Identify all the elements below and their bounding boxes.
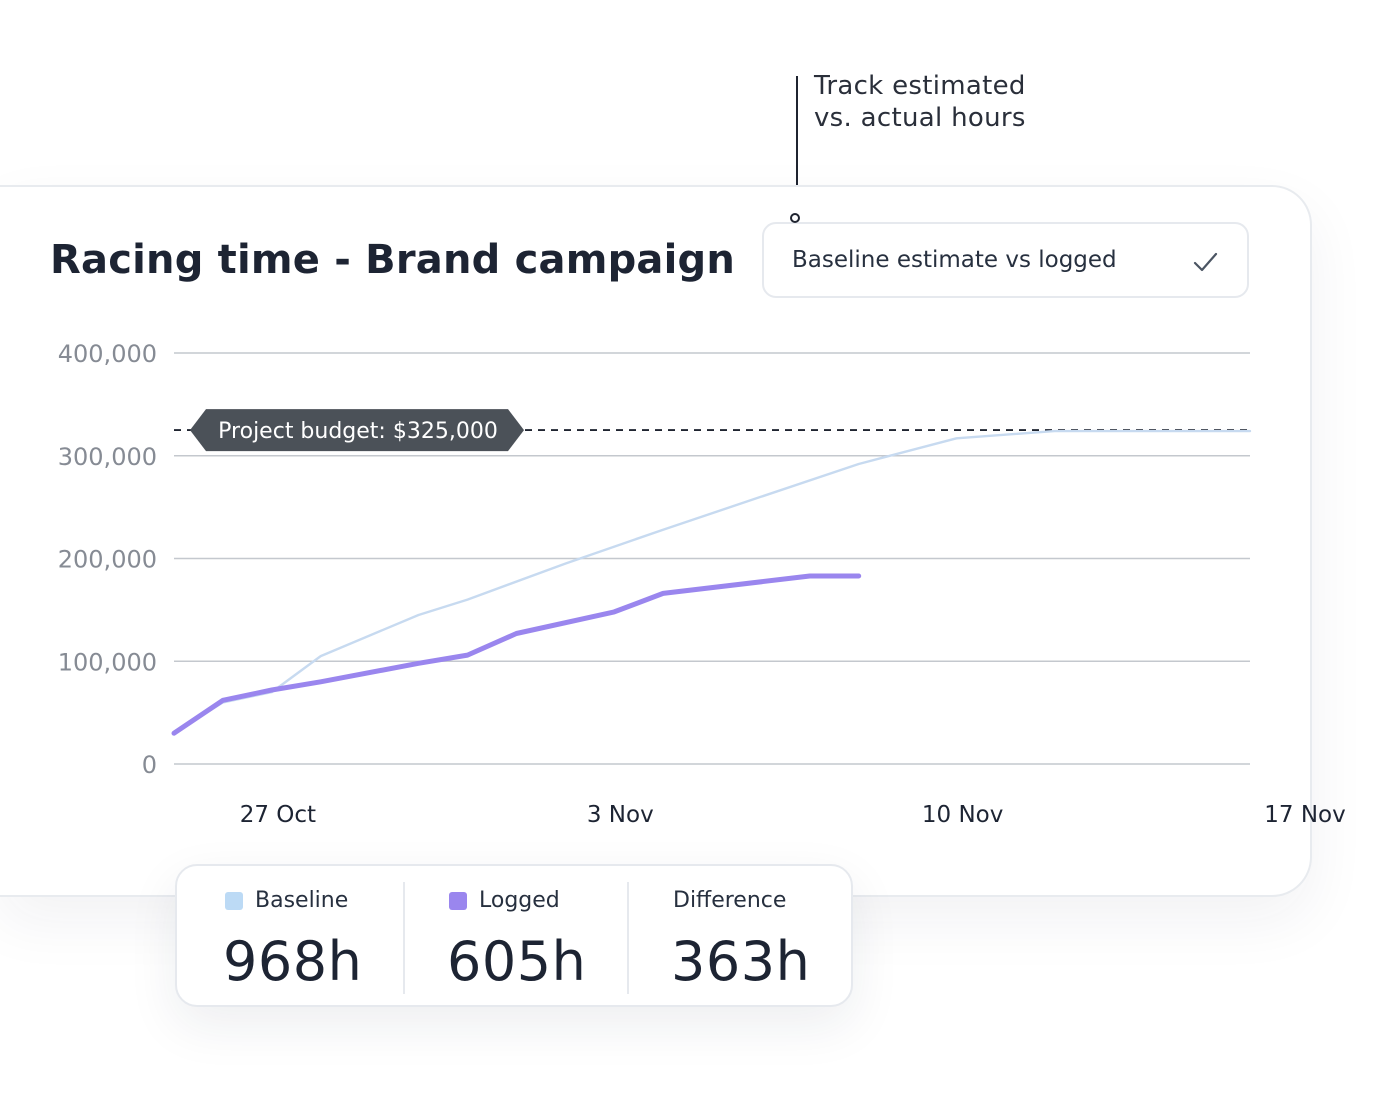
y-tick-label: 200,000 bbox=[58, 546, 157, 574]
selector-label: Baseline estimate vs logged bbox=[792, 247, 1117, 273]
callout-annotation: Track estimated vs. actual hours bbox=[814, 70, 1134, 134]
callout-leader-line bbox=[796, 76, 798, 214]
stat-divider bbox=[627, 882, 629, 994]
callout-line-1: Track estimated bbox=[814, 71, 1026, 101]
stat-difference: Difference 363h bbox=[625, 866, 849, 1005]
y-tick-label: 300,000 bbox=[58, 443, 157, 471]
budget-label-pill bbox=[190, 409, 524, 452]
logged-swatch bbox=[449, 891, 467, 910]
y-tick-label: 400,000 bbox=[58, 340, 157, 368]
baseline-swatch bbox=[225, 891, 243, 910]
callout-anchor-dot bbox=[790, 213, 800, 223]
series-line-logged bbox=[171, 573, 862, 736]
chart-card: Racing time - Brand campaign Baseline es… bbox=[0, 185, 1312, 897]
x-tick-label: 10 Nov bbox=[922, 802, 1003, 828]
y-tick-label: 100,000 bbox=[58, 648, 157, 676]
stat-label: Logged bbox=[479, 888, 560, 913]
summary-panel: Baseline 968h Logged 605h Difference 363… bbox=[175, 864, 853, 1007]
stat-value: 605h bbox=[447, 930, 587, 993]
callout-line-2: vs. actual hours bbox=[814, 103, 1026, 133]
x-tick-label: 3 Nov bbox=[587, 802, 654, 828]
stat-label: Baseline bbox=[255, 888, 349, 913]
series-line-baseline bbox=[172, 429, 1252, 735]
x-tick-label: 27 Oct bbox=[240, 802, 316, 828]
stat-divider bbox=[403, 882, 405, 994]
stat-logged: Logged 605h bbox=[401, 866, 625, 1005]
x-tick-label: 17 Nov bbox=[1264, 802, 1345, 828]
chart-title: Racing time - Brand campaign bbox=[50, 237, 736, 283]
y-tick-label: 0 bbox=[142, 751, 157, 779]
comparison-selector[interactable]: Baseline estimate vs logged bbox=[762, 222, 1249, 298]
stat-value: 363h bbox=[671, 930, 811, 993]
stat-value: 968h bbox=[223, 930, 363, 993]
budget-label: Project budget: $325,000 bbox=[218, 419, 498, 444]
stat-baseline: Baseline 968h bbox=[177, 866, 401, 1005]
stat-label: Difference bbox=[673, 888, 787, 913]
check-icon bbox=[1193, 252, 1218, 272]
